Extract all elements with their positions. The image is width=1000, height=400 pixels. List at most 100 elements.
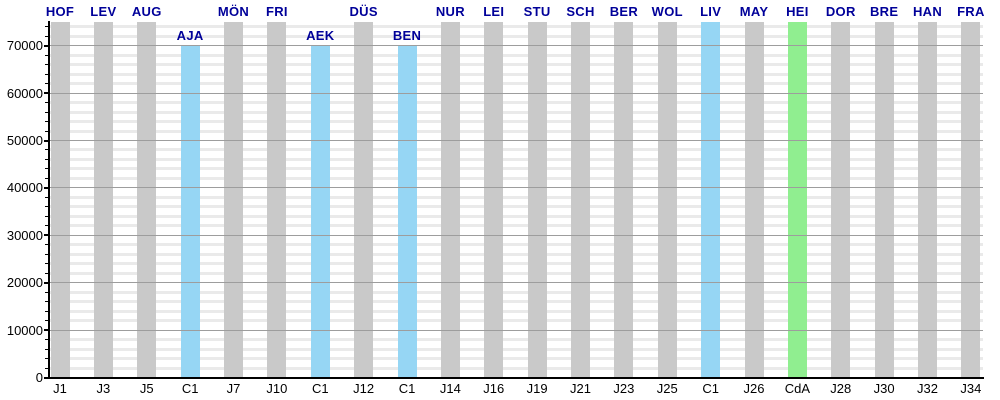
y-axis-tick-label: 30000 [6, 227, 43, 243]
gridline-minor [50, 366, 983, 370]
y-axis-minor-tick [45, 26, 48, 28]
opponent-label: AUG [131, 4, 162, 19]
y-axis-tick-label: 0 [35, 370, 43, 385]
opponent-label: LEV [90, 4, 117, 19]
y-axis-minor-tick [45, 225, 48, 227]
matchday-label: J3 [96, 381, 111, 396]
gridline-major [50, 282, 983, 284]
y-axis-major-tick [44, 44, 48, 47]
y-axis-tick-label: 40000 [6, 180, 43, 196]
gridline-minor [50, 129, 983, 133]
y-axis-major-tick [44, 281, 48, 284]
y-axis-minor-tick [45, 102, 48, 104]
gridline-minor [50, 271, 983, 275]
y-axis-minor-tick [45, 358, 48, 360]
y-axis-minor-tick [45, 339, 48, 341]
matchday-label: J12 [353, 381, 375, 396]
y-axis-major-tick [44, 139, 48, 142]
y-axis-minor-tick [45, 263, 48, 265]
opponent-label: LEI [483, 4, 505, 19]
chart-bar [657, 22, 677, 378]
matchday-label: CdA [784, 381, 811, 396]
y-axis-minor-tick [45, 158, 48, 160]
y-axis-minor-tick [45, 253, 48, 255]
gridline-major [50, 234, 983, 236]
opponent-label: MAY [739, 4, 769, 19]
y-axis-minor-tick [45, 310, 48, 312]
chart-bar [614, 22, 634, 378]
y-axis-minor-tick [45, 64, 48, 66]
chart-bar [354, 22, 374, 378]
gridline-minor [50, 338, 983, 342]
gridline-minor [50, 101, 983, 105]
opponent-label: BER [609, 4, 639, 19]
chart-bar [874, 22, 894, 378]
gridline-minor [50, 34, 983, 38]
y-axis-minor-tick [45, 54, 48, 56]
y-axis-minor-tick [45, 177, 48, 179]
y-axis-minor-tick [45, 320, 48, 322]
matchday-label: J21 [570, 381, 591, 396]
chart-bar [224, 22, 243, 378]
matchday-label: J26 [743, 381, 765, 396]
gridline-minor [50, 300, 983, 304]
gridline-minor [50, 53, 983, 57]
opponent-label: FRA [957, 4, 985, 19]
opponent-label: NUR [435, 4, 465, 19]
chart-bar [787, 22, 807, 378]
matchday-label: J19 [526, 381, 548, 396]
matchday-label: J5 [139, 381, 154, 396]
chart-bar [93, 22, 113, 378]
matchday-label: J25 [656, 381, 678, 396]
y-axis-major-tick [44, 234, 48, 237]
chart-bar [961, 22, 981, 378]
y-axis-tick-label: 50000 [6, 133, 43, 148]
y-axis-minor-tick [45, 73, 48, 75]
y-axis-minor-tick [45, 130, 48, 132]
y-axis-tick-label: 20000 [6, 275, 43, 291]
gridline-minor [50, 167, 983, 171]
opponent-label: DOR [825, 4, 856, 19]
gridline-minor [50, 347, 983, 351]
gridline-minor [50, 176, 983, 180]
gridline-major [50, 45, 983, 47]
chart-bar [484, 22, 504, 378]
y-axis-tick-label: 60000 [6, 85, 43, 101]
gridline-minor [50, 157, 983, 161]
matchday-label: C1 [311, 381, 329, 396]
matchday-label: J32 [917, 381, 938, 396]
gridline-minor [50, 252, 983, 256]
y-axis-minor-tick [45, 111, 48, 113]
y-axis-minor-tick [45, 35, 48, 37]
chart-bar [50, 22, 70, 378]
opponent-label: AEK [306, 27, 335, 43]
y-axis-minor-tick [45, 206, 48, 208]
gridline-minor [50, 148, 983, 152]
y-axis-major-tick [44, 186, 48, 189]
gridline-minor [50, 82, 983, 86]
gridline-minor [50, 290, 983, 294]
matchday-label: J23 [613, 381, 635, 396]
chart-bar [180, 45, 200, 378]
chart-bar [527, 22, 547, 378]
opponent-label: MÖN [217, 4, 250, 19]
gridline-minor [50, 224, 983, 228]
opponent-label: HAN [912, 4, 943, 19]
chart-bar [571, 22, 590, 378]
matchday-label: J14 [439, 381, 461, 396]
opponent-label: BRE [869, 4, 899, 19]
matchday-label: J28 [830, 381, 852, 396]
matchday-label: C1 [398, 381, 416, 396]
chart-bar [137, 22, 157, 378]
opponent-label: STU [523, 4, 551, 19]
gridline-minor [50, 110, 983, 114]
y-axis-major-tick [44, 329, 48, 332]
y-axis-minor-tick [45, 215, 48, 217]
matchday-label: C1 [702, 381, 719, 396]
y-axis-minor-tick [45, 168, 48, 170]
opponent-label: HOF [45, 4, 75, 19]
gridline-minor [50, 25, 983, 29]
y-axis-minor-tick [45, 367, 48, 369]
gridline-minor [50, 243, 983, 247]
opponent-label: FRI [265, 4, 288, 19]
